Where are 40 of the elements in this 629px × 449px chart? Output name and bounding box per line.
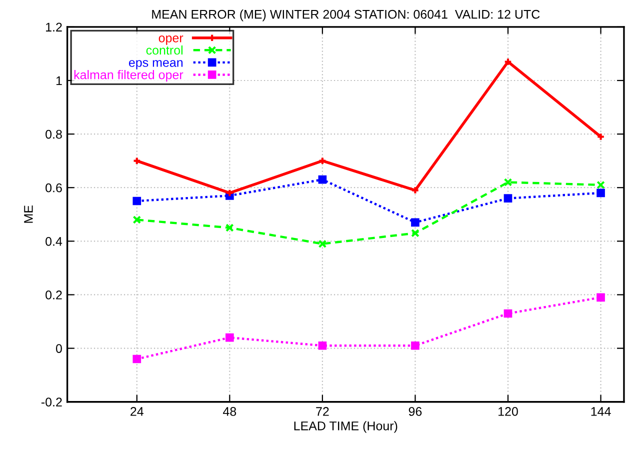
y-tick-label: 1	[56, 76, 62, 86]
x-tick-label: 120	[498, 407, 518, 416]
point	[225, 224, 234, 232]
x-tick-label: 24	[130, 407, 144, 416]
point	[132, 354, 142, 364]
y-tick-label: 0.6	[46, 183, 62, 192]
point	[411, 218, 420, 227]
x-tick-label: 48	[223, 407, 236, 416]
point	[132, 196, 142, 206]
legend-label: kalman filtered oper	[74, 70, 184, 82]
point	[411, 228, 420, 238]
x-tick-label: 72	[316, 407, 329, 416]
y-tick-label: 0	[56, 344, 62, 353]
chart-title: MEAN ERROR (ME) WINTER 2004 STATION: 06041 VALID: 12 UTC	[152, 10, 540, 22]
y-tick-label: 0.8	[46, 130, 62, 139]
y-axis-title: ME	[24, 206, 33, 223]
point	[504, 194, 512, 202]
point	[411, 341, 420, 350]
point	[504, 178, 512, 186]
x-tick-label: 144	[591, 407, 611, 416]
point	[225, 333, 234, 342]
x-axis-title: LEAD TIME (Hour)	[294, 421, 398, 433]
legend-label: eps mean	[128, 60, 183, 70]
y-tick-label: -0.2	[41, 398, 62, 407]
point	[318, 341, 327, 350]
point	[504, 58, 512, 66]
point	[318, 175, 327, 184]
y-tick-label: 0.2	[46, 290, 62, 300]
point	[596, 188, 605, 198]
point	[318, 240, 327, 248]
y-tick-label: 0.4	[46, 236, 62, 246]
x-tick-label: 96	[408, 407, 422, 416]
point	[132, 216, 142, 224]
legend-label: oper	[158, 36, 184, 45]
point	[411, 186, 420, 194]
point	[504, 309, 512, 318]
legend-label: control	[146, 45, 182, 55]
y-tick-label: 1.2	[46, 22, 62, 32]
point	[596, 293, 605, 302]
point	[596, 180, 605, 190]
